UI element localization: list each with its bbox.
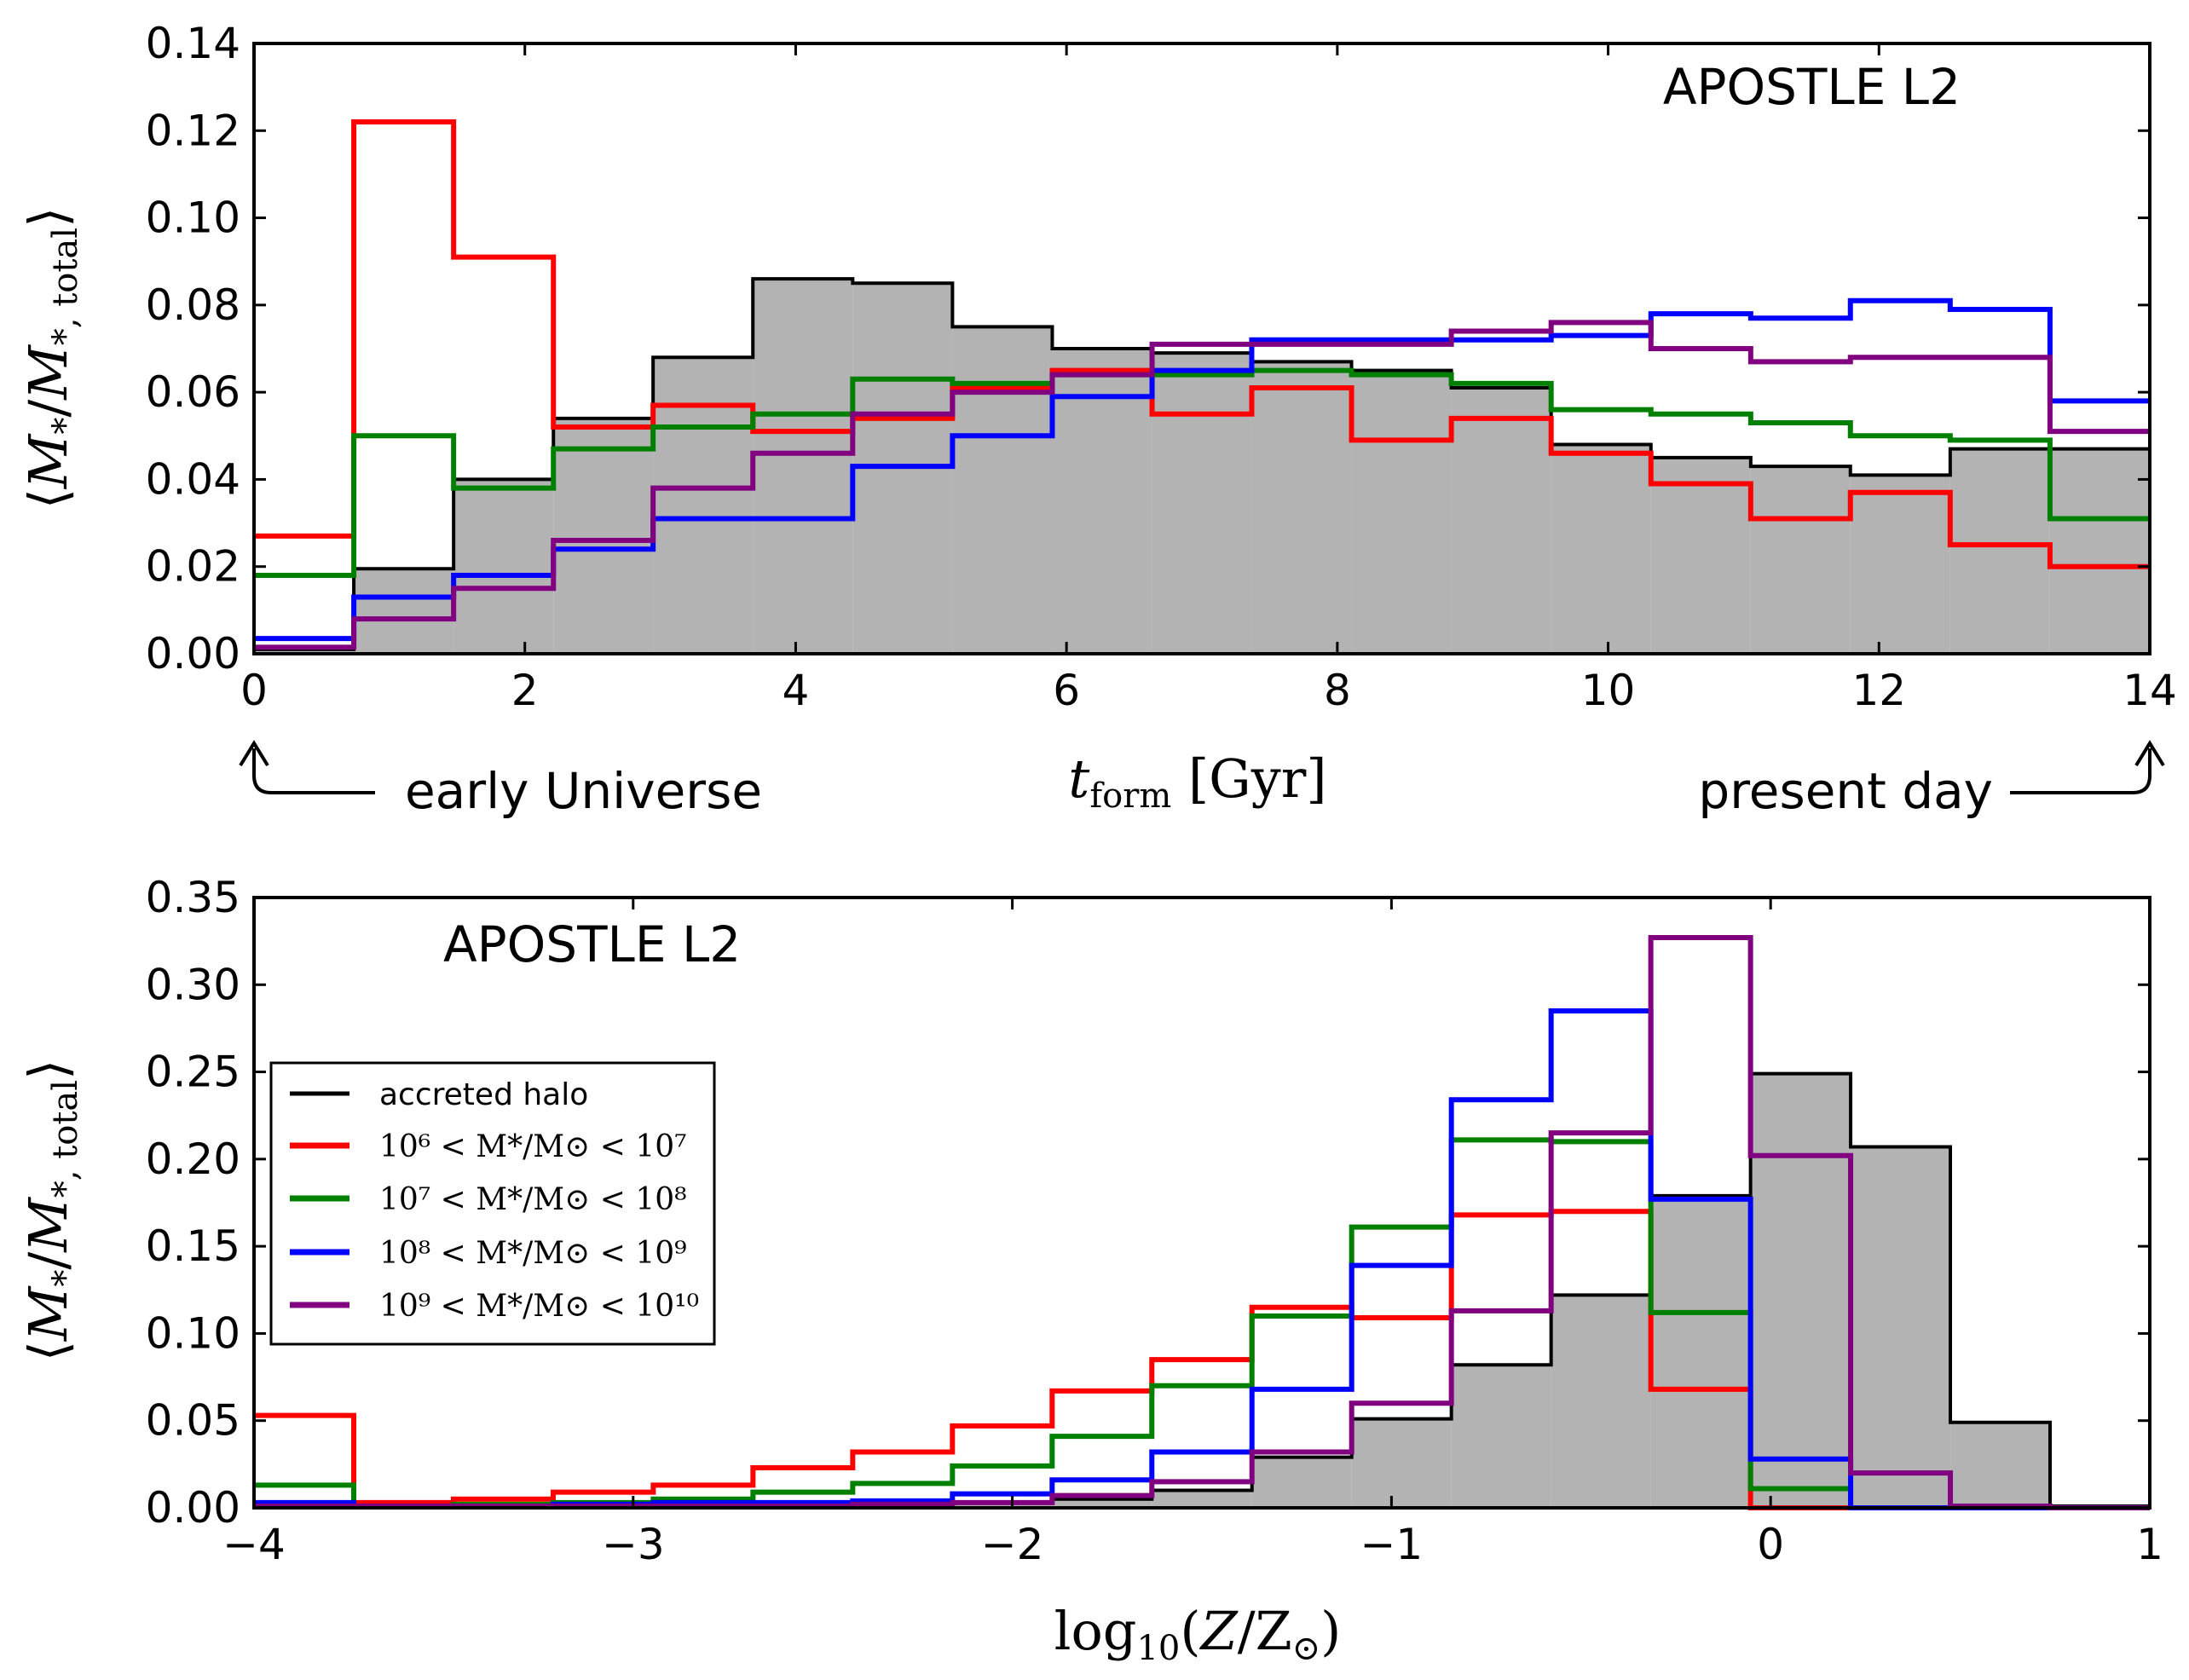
bottom-xtick-label-0: −4 [222,1520,286,1569]
top-ytick-label-6: 0.12 [146,106,240,155]
top-axes-frame [252,42,2151,655]
top-xtick-label-1: 2 [511,666,539,715]
top-xtick-label-3: 6 [1053,666,1080,715]
top-halo-bar-9 [1152,353,1252,654]
top-halo-bar-15 [1750,466,1851,654]
bottom-halo-bar-13 [1551,1295,1651,1508]
bottom-ytick-label-7: 0.35 [146,873,240,922]
bottom-xtick-label-5: 1 [2136,1520,2163,1569]
top-halo-bar-7 [952,326,1053,654]
bottom-xtick-label-1: −3 [602,1520,665,1569]
top-halo-bar-17 [1949,448,2050,654]
top-x-axis-label: tform [Gyr] [1068,748,1326,816]
top-series-bin4 [254,320,2150,650]
bottom-plot-area [254,935,2150,1510]
bottom-ytick-label-2: 0.10 [146,1308,240,1358]
top-panel-title: APOSTLE L2 [1663,58,1961,116]
top-plot-area [254,119,2151,654]
bottom-series-bin4 [254,935,2150,1510]
top-series-halo [254,277,2151,651]
top-ytick-label-2: 0.04 [146,454,240,504]
legend-box [269,1061,716,1346]
top-xtick-label-5: 10 [1581,666,1636,715]
legend-label-bin2: 10⁷ < M*/M⊙ < 10⁸ [379,1182,687,1217]
legend-label-bin1: 10⁶ < M*/M⊙ < 10⁷ [379,1129,687,1164]
top-panel: 0 2 4 6 8 10 12 14 0.00 0.02 0.04 0.06 0.08 0.10 0.12 0… [17,19,2177,820]
top-halo-bar-8 [1052,349,1152,654]
legend-label-bin3: 10⁸ < M*/M⊙ < 10⁹ [379,1236,687,1271]
bottom-ytick-label-6: 0.30 [146,960,240,1009]
top-xtick-label-0: 0 [240,666,268,715]
top-y-axis-label: ⟨M*/M*, total⟩ [17,207,85,510]
top-series-bin1 [254,119,2150,569]
bottom-ytick-label-0: 0.00 [146,1483,240,1533]
legend-entry-bin2: 10⁷ < M*/M⊙ < 10⁸ [290,1182,687,1217]
legend: accreted halo 10⁶ < M*/M⊙ < 10⁷ 10⁷ < M*… [269,1061,716,1346]
bottom-xtick-label-2: −2 [981,1520,1044,1569]
top-halo-bar-10 [1251,361,1352,654]
legend-entry-bin4: 10⁹ < M*/M⊙ < 10¹⁰ [290,1289,699,1324]
top-ytick-label-7: 0.14 [146,19,240,68]
top-halo-bar-16 [1850,475,1950,654]
top-halo-bar-0 [254,649,355,654]
legend-entry-halo: accreted halo [290,1077,588,1112]
present-day-arrow-head [2134,740,2165,767]
top-halo-bar-18 [2049,448,2150,654]
bottom-xtick-label-3: −1 [1360,1520,1424,1569]
top-halo-bar-11 [1351,370,1452,654]
bottom-ytick-label-3: 0.15 [146,1221,240,1271]
top-halo-bar-5 [753,279,853,654]
bottom-halo-bar-11 [1351,1418,1452,1508]
top-xtick-label-7: 14 [2123,666,2177,715]
top-series-bin2 [254,367,2150,578]
bottom-halo-bar-8 [1052,1498,1152,1508]
top-ytick-label-4: 0.08 [146,280,240,330]
top-ticks: 0 2 4 6 8 10 12 14 0.00 0.02 0.04 0.06 0.08 0.10 0.12 0… [146,19,2177,715]
bottom-ytick-label-5: 0.25 [146,1048,240,1097]
bottom-halo-bar-12 [1451,1365,1551,1508]
bottom-halo-bar-9 [1152,1490,1252,1508]
top-xtick-label-6: 12 [1851,666,1906,715]
bottom-halo-bar-17 [1950,1422,2051,1508]
top-halo-bar-14 [1650,457,1751,654]
early-universe-label: early Universe [405,762,762,820]
bottom-halo-bar-15 [1750,1073,1851,1508]
bottom-ytick-label-1: 0.05 [146,1396,240,1446]
bottom-axes-frame [252,896,2151,1510]
top-ytick-label-3: 0.06 [146,367,240,417]
top-ytick-label-5: 0.10 [146,193,240,243]
top-ytick-label-1: 0.02 [146,542,240,592]
top-xtick-label-2: 4 [783,666,810,715]
top-halo-bar-12 [1451,388,1551,654]
early-universe-arrow [252,748,375,794]
top-halo-bar-4 [653,357,754,654]
bottom-halo-bar-10 [1251,1457,1352,1508]
bottom-y-axis-label: ⟨M*/M*, total⟩ [17,1059,85,1362]
legend-label-bin4: 10⁹ < M*/M⊙ < 10¹⁰ [379,1289,699,1324]
bottom-panel-title: APOSTLE L2 [443,915,741,973]
bottom-halo-bar-16 [1851,1146,1951,1508]
bottom-x-axis-label: log10(Z/Z⊙) [1054,1600,1342,1668]
bottom-panel: −4 −3 −2 −1 0 1 0.00 0.05 0.10 0.15 0.20 0.25 0.30 0.… [17,873,2163,1668]
bottom-xtick-label-4: 0 [1757,1520,1784,1569]
bottom-ticks: −4 −3 −2 −1 0 1 0.00 0.05 0.10 0.15 0.20 0.25 0.30 0.… [146,873,2163,1569]
top-ytick-label-0: 0.00 [146,629,240,678]
legend-entry-bin1: 10⁶ < M*/M⊙ < 10⁷ [290,1129,687,1164]
present-day-label: present day [1698,762,1993,820]
top-halo-bar-2 [453,479,554,654]
bottom-halo-bar-7 [952,1502,1053,1508]
bottom-ytick-label-4: 0.20 [146,1134,240,1184]
legend-entry-bin3: 10⁸ < M*/M⊙ < 10⁹ [290,1236,687,1271]
top-halo-bar-1 [354,569,454,654]
top-halo-bar-3 [553,418,654,654]
top-xtick-label-4: 8 [1324,666,1351,715]
early-universe-arrow-head [239,740,269,767]
present-day-arrow [2010,748,2151,794]
legend-label-halo: accreted halo [379,1077,588,1112]
bottom-halo-bar-14 [1650,1195,1751,1508]
top-halo-bar-13 [1551,444,1651,654]
